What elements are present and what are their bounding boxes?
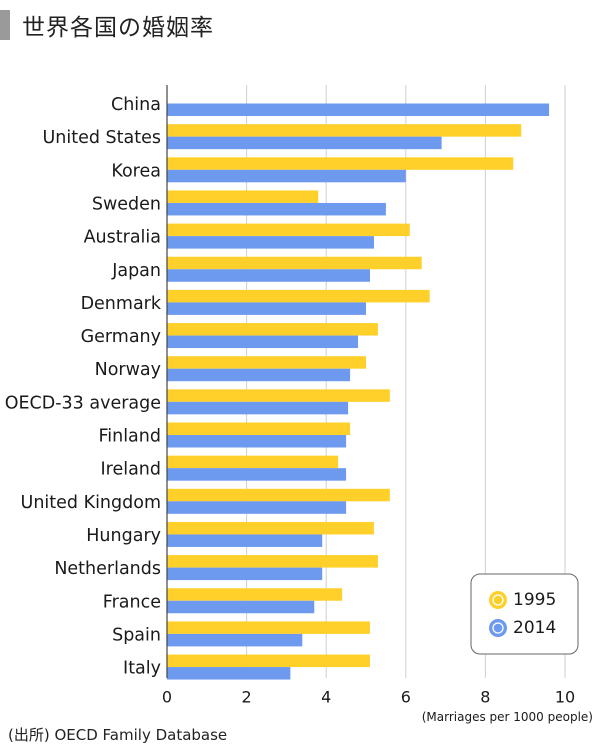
- legend-marker-1995: [489, 591, 507, 609]
- bar-1995: [167, 654, 370, 668]
- bar-2014: [167, 435, 347, 448]
- bar-1995: [167, 588, 343, 601]
- bar-2014: [167, 169, 406, 183]
- category-label: United Kingdom: [21, 493, 161, 513]
- bar-2014: [167, 567, 323, 581]
- category-label: France: [103, 592, 161, 612]
- bar-2014: [167, 501, 347, 514]
- bar-1995: [167, 190, 319, 203]
- bar-2014: [167, 136, 442, 150]
- bar-2014: [167, 468, 347, 481]
- title-block: 世界各国の婚姻率: [0, 8, 214, 42]
- category-label: Finland: [98, 427, 161, 447]
- source-note: (出所) OECD Family Database: [8, 726, 228, 744]
- category-label: OECD-33 average: [5, 393, 161, 413]
- bar-1995: [167, 521, 374, 535]
- bar-1995: [167, 422, 351, 435]
- bar-1995: [167, 488, 390, 502]
- bar-2014: [167, 202, 386, 216]
- bar-2014: [167, 269, 370, 282]
- legend-marker-2014: [489, 619, 507, 637]
- x-tick-label: 2: [242, 688, 252, 707]
- bar-1995: [167, 555, 378, 568]
- bar-2014: [167, 667, 291, 680]
- x-tick-label: 10: [555, 688, 575, 707]
- bar-1995: [167, 124, 522, 137]
- legend-marker-ring: [492, 594, 504, 606]
- legend-label: 2014: [513, 618, 556, 638]
- bar-2014: [167, 103, 550, 116]
- title-accent-bar: [0, 10, 10, 40]
- legend-box: [470, 573, 579, 655]
- chart-title: 世界各国の婚姻率: [22, 15, 214, 41]
- category-label: China: [111, 95, 161, 115]
- bar-2014: [167, 368, 351, 382]
- x-tick-label: 6: [401, 688, 411, 707]
- bar-1995: [167, 356, 366, 369]
- category-label: Denmark: [81, 294, 162, 314]
- bar-1995: [167, 223, 410, 237]
- category-label: Australia: [84, 228, 161, 248]
- bar-2014: [167, 236, 374, 249]
- bar-2014: [167, 534, 323, 547]
- bar-1995: [167, 455, 339, 469]
- bar-2014: [167, 335, 359, 349]
- bar-2014: [167, 302, 366, 315]
- bar-1995: [167, 389, 390, 402]
- category-label: Korea: [111, 161, 161, 181]
- bar-1995: [167, 621, 370, 634]
- category-label: Ireland: [100, 460, 161, 480]
- bar-1995: [167, 323, 378, 336]
- category-label: Hungary: [86, 526, 161, 546]
- x-tick-label: 0: [162, 688, 172, 707]
- bar-1995: [167, 157, 514, 170]
- category-label: Sweden: [92, 194, 161, 214]
- category-label: Spain: [112, 625, 161, 645]
- category-label: Italy: [123, 659, 161, 679]
- category-label: Japan: [111, 261, 161, 281]
- legend-label: 1995: [513, 590, 556, 610]
- category-label: Netherlands: [54, 559, 161, 579]
- x-tick-label: 4: [321, 688, 331, 707]
- bar-2014: [167, 401, 349, 415]
- x-tick-label: 8: [480, 688, 490, 707]
- bar-1995: [167, 289, 430, 303]
- legend-marker-ring: [492, 622, 504, 634]
- x-axis-label: (Marriages per 1000 people): [422, 710, 593, 724]
- bar-1995: [167, 256, 422, 270]
- bar-2014: [167, 600, 315, 614]
- category-label: Norway: [95, 360, 161, 380]
- category-label: United States: [42, 128, 161, 148]
- category-label: Germany: [81, 327, 161, 347]
- bar-2014: [167, 633, 303, 647]
